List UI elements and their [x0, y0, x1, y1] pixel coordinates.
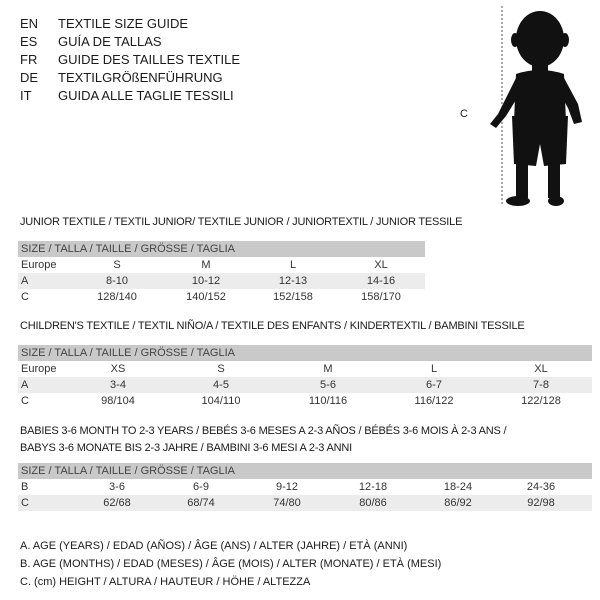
- legend-c: C. (cm) HEIGHT / ALTURA / HAUTEUR / HÖHE…: [20, 576, 311, 588]
- table-row: A 8-10 10-12 12-13 14-16: [18, 273, 425, 289]
- table-cell: 68/74: [187, 497, 215, 509]
- table-cell: 122/128: [521, 395, 561, 407]
- row-label: C: [21, 291, 29, 303]
- lang-code: IT: [20, 88, 32, 103]
- table-cell: XL: [534, 363, 548, 375]
- table-cell: 128/140: [97, 291, 137, 303]
- row-label: Europe: [21, 363, 57, 375]
- table-row: C 62/68 68/74 74/80 80/86 86/92 92/98: [18, 495, 592, 511]
- table-row: C 98/104 104/110 110/116 116/122 122/128: [18, 393, 592, 409]
- children-section-title: CHILDREN'S TEXTILE / TEXTIL NIÑO/A / TEX…: [20, 320, 525, 332]
- lang-title: TEXTILE SIZE GUIDE: [58, 16, 189, 31]
- children-size-table: SIZE / TALLA / TAILLE / GRÖSSE / TAGLIA …: [18, 345, 592, 409]
- table-cell: 3-6: [109, 481, 125, 493]
- lang-code: ES: [20, 34, 38, 49]
- table-cell: M: [323, 363, 333, 375]
- junior-section-title: JUNIOR TEXTILE / TEXTIL JUNIOR/ TEXTILE …: [20, 216, 463, 228]
- babies-size-table: SIZE / TALLA / TAILLE / GRÖSSE / TAGLIA …: [18, 463, 592, 511]
- table-row: Europe XS S M L XL: [18, 361, 592, 377]
- table-cell: 116/122: [414, 395, 454, 407]
- babies-section-title-2: BABYS 3-6 MONATE BIS 2-3 JAHRE / BAMBINI…: [20, 442, 352, 454]
- table-cell: 140/152: [186, 291, 226, 303]
- table-row: C 128/140 140/152 152/158 158/170: [18, 289, 425, 305]
- table-cell: L: [430, 363, 438, 375]
- lang-line-es: ES GUÍA DE TALLAS: [20, 33, 240, 51]
- legend-b: B. AGE (MONTHS) / EDAD (MESES) / ÂGE (MO…: [20, 558, 442, 570]
- table-cell: XL: [374, 259, 388, 271]
- junior-size-table: SIZE / TALLA / TAILLE / GRÖSSE / TAGLIA …: [18, 241, 425, 305]
- legend: A. AGE (YEARS) / EDAD (AÑOS) / ÂGE (ANS)…: [20, 537, 441, 591]
- table-cell: 8-10: [105, 275, 129, 287]
- lang-line-de: DE TEXTILGRÖßENFÜHRUNG: [20, 69, 240, 87]
- table-cell: 158/170: [361, 291, 401, 303]
- babies-section-title: BABIES 3-6 MONTH TO 2-3 YEARS / BEBÉS 3-…: [20, 425, 507, 437]
- lang-title: GUIDE DES TAILLES TEXTILE: [58, 52, 241, 67]
- table-cell: 104/110: [201, 395, 241, 407]
- table-cell: 9-12: [275, 481, 299, 493]
- table-cell: 3-4: [110, 379, 126, 391]
- lang-code: FR: [20, 52, 38, 67]
- table-cell: 80/86: [359, 497, 387, 509]
- table-cell: 4-5: [213, 379, 229, 391]
- lang-line-fr: FR GUIDE DES TAILLES TEXTILE: [20, 51, 240, 69]
- table-cell: 6-7: [426, 379, 442, 391]
- table-cell: 152/158: [273, 291, 313, 303]
- row-label: B: [21, 481, 29, 493]
- row-label: C: [21, 497, 29, 509]
- row-label: A: [21, 275, 29, 287]
- table-cell: 12-18: [358, 481, 388, 493]
- table-cell: M: [201, 259, 211, 271]
- table-cell: 92/98: [527, 497, 555, 509]
- table-row: B 3-6 6-9 9-12 12-18 18-24 24-36: [18, 479, 592, 495]
- table-header: SIZE / TALLA / TAILLE / GRÖSSE / TAGLIA: [18, 345, 592, 361]
- table-cell: S: [113, 259, 121, 271]
- child-silhouette-icon: [490, 6, 582, 206]
- lang-title: TEXTILGRÖßENFÜHRUNG: [58, 70, 223, 85]
- lang-line-en: EN TEXTILE SIZE GUIDE: [20, 15, 240, 33]
- table-cell: L: [289, 259, 297, 271]
- lang-title: GUÍA DE TALLAS: [58, 34, 162, 49]
- row-label: C: [21, 395, 29, 407]
- table-cell: S: [217, 363, 225, 375]
- height-label: C: [460, 108, 468, 120]
- table-cell: 18-24: [443, 481, 473, 493]
- table-cell: 14-16: [366, 275, 396, 287]
- table-cell: 12-13: [278, 275, 308, 287]
- row-label: A: [21, 379, 29, 391]
- language-titles: EN TEXTILE SIZE GUIDE ES GUÍA DE TALLAS FR…: [20, 15, 240, 105]
- table-cell: 24-36: [526, 481, 556, 493]
- table-cell: 5-6: [320, 379, 336, 391]
- table-cell: 62/68: [103, 497, 131, 509]
- table-cell: 86/92: [444, 497, 472, 509]
- table-header: SIZE / TALLA / TAILLE / GRÖSSE / TAGLIA: [18, 463, 592, 479]
- table-row: A 3-4 4-5 5-6 6-7 7-8: [18, 377, 592, 393]
- lang-code: DE: [20, 70, 39, 85]
- table-cell: XS: [110, 363, 126, 375]
- lang-line-it: IT GUIDA ALLE TAGLIE TESSILI: [20, 87, 240, 105]
- table-cell: 10-12: [191, 275, 221, 287]
- table-cell: 110/116: [308, 395, 348, 407]
- lang-title: GUIDA ALLE TAGLIE TESSILI: [58, 88, 234, 103]
- table-header: SIZE / TALLA / TAILLE / GRÖSSE / TAGLIA: [18, 241, 425, 257]
- legend-a: A. AGE (YEARS) / EDAD (AÑOS) / ÂGE (ANS)…: [20, 540, 408, 552]
- table-cell: 74/80: [273, 497, 301, 509]
- row-label: Europe: [21, 259, 57, 271]
- lang-code: EN: [20, 16, 39, 31]
- table-cell: 98/104: [101, 395, 135, 407]
- table-cell: 6-9: [193, 481, 209, 493]
- table-cell: 7-8: [533, 379, 549, 391]
- table-row: Europe S M L XL: [18, 257, 425, 273]
